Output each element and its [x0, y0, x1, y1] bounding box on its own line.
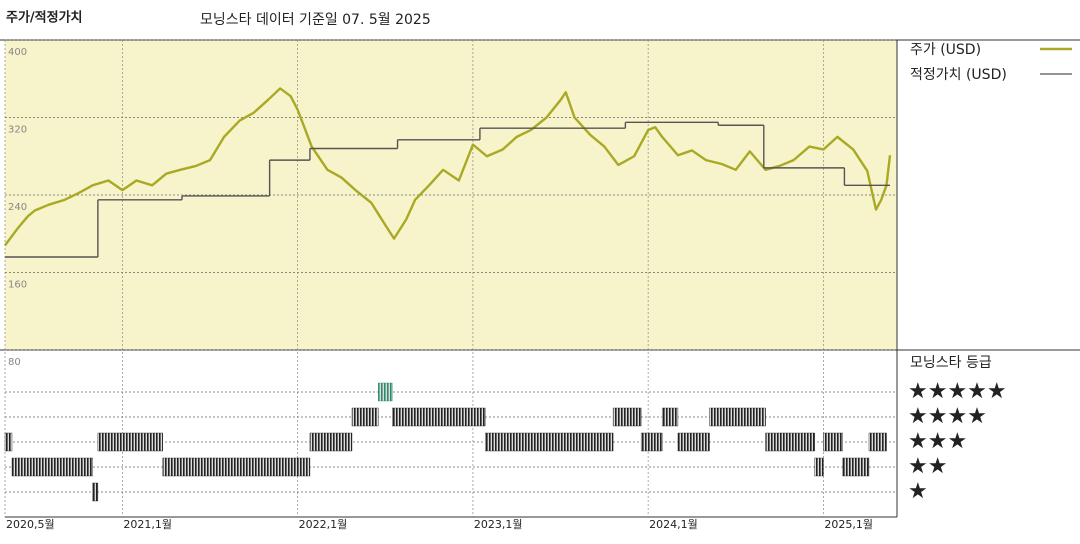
rating-title: 모닝스타 등급 [910, 355, 992, 371]
legend-label: 주가 (USD) [910, 42, 981, 58]
x-tick-label: 2022,1월 [299, 518, 348, 531]
x-tick-label: 2023,1월 [474, 518, 523, 531]
x-tick-label: 2024,1월 [649, 518, 698, 531]
rating-bar [378, 382, 393, 402]
rating-bar [484, 432, 614, 452]
rating-bar [640, 432, 663, 452]
rating-bar [677, 432, 710, 452]
rating-bar [823, 432, 843, 452]
x-tick-label: 2021,1월 [123, 518, 172, 531]
rating-bar [842, 457, 870, 477]
chart-title: 주가/적정가치 [6, 10, 83, 26]
rating-bar [309, 432, 353, 452]
rating-bar [97, 432, 163, 452]
rating-bar [765, 432, 815, 452]
rating-bar [162, 457, 311, 477]
y-tick-label: 80 [8, 357, 21, 368]
rating-bar [868, 432, 887, 452]
rating-bar [11, 457, 93, 477]
rating-level-label: ★★★★★ [908, 379, 1007, 404]
rating-level-label: ★★★★ [908, 404, 987, 429]
y-tick-label: 240 [8, 202, 27, 213]
rating-bar [392, 407, 486, 427]
rating-bar [709, 407, 766, 427]
rating-bar [4, 432, 13, 452]
y-tick-label: 400 [8, 47, 27, 58]
rating-bar [661, 407, 679, 427]
x-tick-label: 2025,1월 [824, 518, 873, 531]
rating-bar [612, 407, 642, 427]
legend-label: 적정가치 (USD) [910, 67, 1007, 83]
chart-subtitle: 모닝스타 데이터 기준일 07. 5월 2025 [200, 12, 431, 28]
y-tick-label: 320 [8, 125, 27, 136]
price-line [4, 87, 892, 247]
rating-level-label: ★★★ [908, 429, 967, 454]
x-tick-label: 2020,5월 [6, 518, 55, 531]
rating-level-label: ★★ [908, 454, 947, 479]
rating-level-label: ★ [908, 479, 928, 504]
rating-bar [92, 482, 99, 502]
rating-bar [351, 407, 379, 427]
rating-bar [814, 457, 824, 477]
y-tick-label: 160 [8, 280, 27, 291]
